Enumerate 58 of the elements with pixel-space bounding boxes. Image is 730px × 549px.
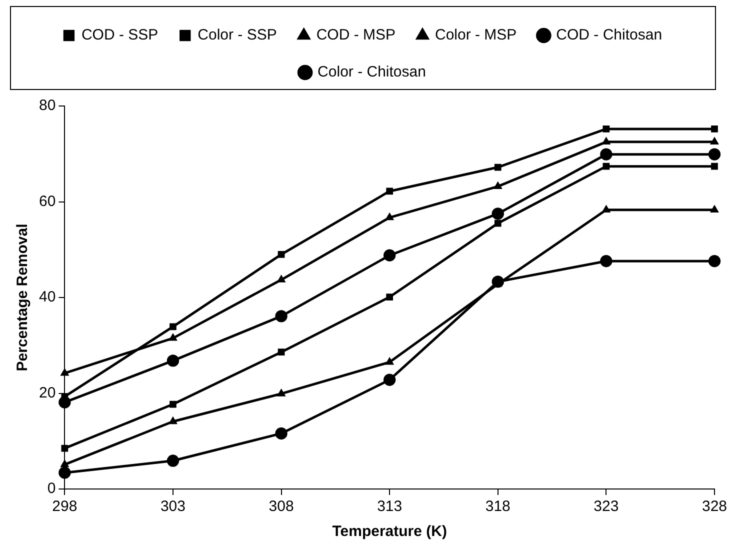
point xyxy=(60,368,69,376)
point xyxy=(168,334,178,341)
point xyxy=(60,460,69,468)
point xyxy=(275,310,288,322)
point xyxy=(494,164,502,171)
legend-label: Color - Chitosan xyxy=(318,64,426,81)
point xyxy=(492,208,504,220)
x-tick-label: 303 xyxy=(160,498,186,516)
point xyxy=(386,294,394,300)
y-tick-label: 80 xyxy=(38,97,56,114)
legend-label: COD - Chitosan xyxy=(556,26,662,44)
point xyxy=(386,188,394,195)
point xyxy=(494,220,502,227)
point xyxy=(602,126,610,132)
point xyxy=(600,255,612,268)
x-tick-label: 298 xyxy=(52,498,78,516)
y-tick-label: 0 xyxy=(47,480,56,498)
legend-label: COD - MSP xyxy=(316,26,396,44)
y-tick-label: 40 xyxy=(38,288,56,306)
legend-label: COD - SSP xyxy=(81,26,158,44)
y-tick-label: 60 xyxy=(38,192,56,210)
legend-label: Color - SSP xyxy=(198,26,277,44)
x-tick-label: 328 xyxy=(702,498,727,516)
legend-label: Color - MSP xyxy=(434,26,517,44)
x-axis-title: Temperature (K) xyxy=(332,523,447,540)
point xyxy=(278,250,285,258)
point xyxy=(708,255,721,268)
point xyxy=(383,374,396,386)
point xyxy=(710,137,719,145)
point xyxy=(711,126,718,132)
y-axis-title: Percentage Removal xyxy=(14,224,32,372)
point xyxy=(600,148,612,160)
point xyxy=(277,275,286,282)
point xyxy=(170,400,176,408)
point xyxy=(710,205,719,212)
x-tick-label: 318 xyxy=(485,498,510,516)
point xyxy=(386,358,394,365)
x-tick-label: 323 xyxy=(594,498,619,516)
x-tick-label: 313 xyxy=(377,498,402,516)
point xyxy=(170,323,176,330)
point xyxy=(61,444,68,452)
point xyxy=(386,212,394,220)
point xyxy=(383,249,396,262)
point xyxy=(277,389,286,396)
point xyxy=(708,148,721,160)
point xyxy=(602,137,610,145)
point xyxy=(58,466,71,479)
point xyxy=(168,416,178,424)
point xyxy=(166,454,180,467)
y-tick-label: 20 xyxy=(38,384,56,402)
point xyxy=(711,162,718,170)
x-tick-label: 308 xyxy=(268,498,294,516)
point xyxy=(166,354,180,367)
point xyxy=(278,348,285,356)
point xyxy=(275,427,288,440)
point xyxy=(602,162,610,170)
point xyxy=(602,205,610,212)
point xyxy=(494,182,502,190)
